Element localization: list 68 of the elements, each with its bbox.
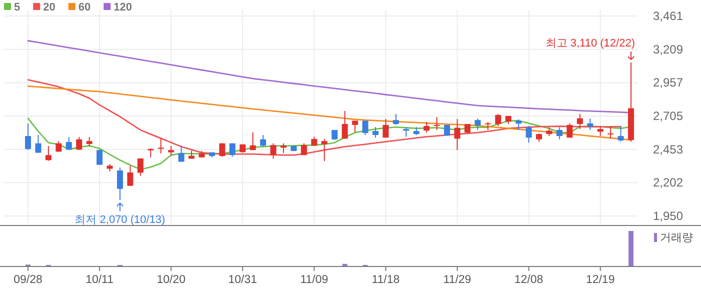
candlestick bbox=[576, 113, 583, 130]
candlestick bbox=[250, 132, 256, 151]
bar bbox=[628, 231, 634, 266]
candlestick bbox=[516, 118, 522, 130]
candlestick bbox=[86, 136, 92, 148]
y-tick-label: 3,209 bbox=[652, 42, 684, 56]
candlestick bbox=[526, 125, 532, 144]
y-tick-label: 2,202 bbox=[652, 176, 684, 190]
candlestick bbox=[35, 134, 42, 154]
x-tick-label: 10/31 bbox=[228, 274, 258, 286]
candlestick bbox=[137, 158, 144, 176]
x-tick-label: 12/08 bbox=[514, 274, 544, 286]
candlestick bbox=[618, 126, 624, 142]
candlestick bbox=[474, 118, 481, 130]
candlestick bbox=[424, 122, 430, 134]
candlestick bbox=[587, 118, 594, 130]
y-tick-label: 1,950 bbox=[652, 209, 684, 223]
x-tick-label: 11/29 bbox=[443, 274, 472, 286]
candlestick bbox=[116, 166, 123, 201]
candlestick bbox=[168, 145, 174, 156]
candlestick bbox=[76, 136, 82, 150]
x-tick-label: 12/19 bbox=[586, 274, 615, 286]
annotation: 최고 3,110 (12/22) bbox=[545, 37, 635, 50]
candlestick bbox=[434, 116, 440, 130]
legend-label: 60 bbox=[78, 2, 91, 14]
candlestick bbox=[66, 136, 72, 150]
candlestick bbox=[148, 148, 154, 158]
candlestick bbox=[495, 113, 502, 126]
candlestick bbox=[392, 113, 399, 126]
legend-label: 거래량 bbox=[660, 232, 693, 244]
candlestick bbox=[372, 126, 378, 138]
candlestick bbox=[403, 126, 410, 138]
candlestick bbox=[96, 148, 103, 166]
candlestick bbox=[280, 142, 287, 154]
legend-label: 20 bbox=[43, 2, 56, 14]
x-tick-label: 11/09 bbox=[300, 274, 328, 286]
y-tick-label: 2,957 bbox=[652, 76, 684, 90]
x-tick-label: 10/20 bbox=[156, 274, 186, 286]
candlestick bbox=[556, 126, 562, 140]
candlestick bbox=[362, 120, 368, 136]
candlestick bbox=[260, 134, 266, 148]
x-tick-label: 10/11 bbox=[86, 274, 114, 286]
line-series bbox=[27, 79, 622, 156]
candlestick bbox=[127, 165, 134, 186]
candlestick bbox=[352, 120, 358, 133]
y-tick-label: 2,705 bbox=[652, 109, 684, 124]
legend-label: 120 bbox=[114, 2, 132, 14]
y-tick-label: 2,453 bbox=[652, 142, 684, 156]
y-tick-label: 3,461 bbox=[652, 9, 684, 23]
candlestick bbox=[178, 145, 184, 162]
legend-label: 5 bbox=[14, 2, 20, 14]
candlestick bbox=[454, 118, 460, 151]
candlestick bbox=[229, 142, 236, 158]
candlestick bbox=[566, 122, 573, 138]
candlestick bbox=[270, 142, 276, 160]
x-tick-label: 09/28 bbox=[14, 274, 42, 286]
annotation: 최저 2,070 (10/13) bbox=[74, 214, 166, 226]
candlestick bbox=[464, 124, 470, 134]
candlestick bbox=[219, 142, 226, 158]
candlestick bbox=[608, 126, 614, 139]
candlestick bbox=[382, 118, 389, 138]
candlestick bbox=[597, 125, 604, 137]
x-tick-label: 11/18 bbox=[372, 274, 400, 286]
candlestick bbox=[25, 122, 31, 150]
candlestick bbox=[45, 145, 52, 162]
candlestick bbox=[321, 138, 328, 162]
candlestick bbox=[342, 110, 348, 140]
candlestick bbox=[158, 138, 164, 154]
